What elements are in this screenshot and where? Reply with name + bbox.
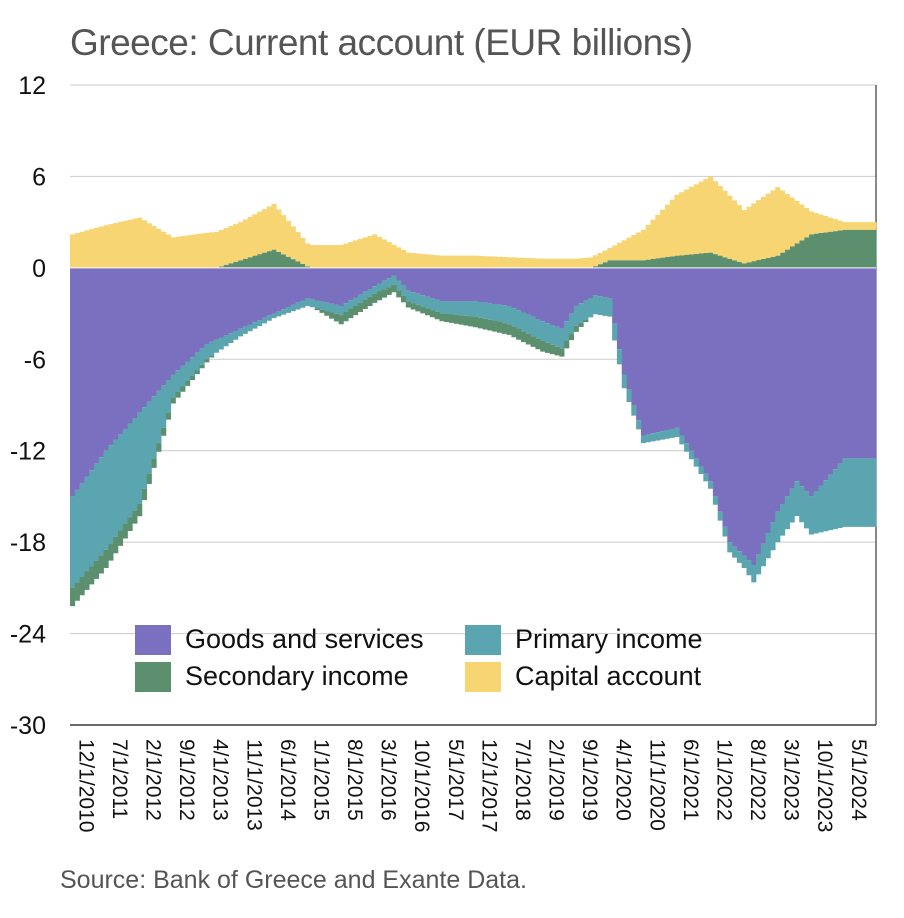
legend-item-secondary-income: Secondary income bbox=[135, 661, 465, 692]
x-tick-label: 3/1/2023 bbox=[780, 739, 803, 821]
x-tick-label: 10/1/2023 bbox=[813, 739, 836, 832]
legend-swatch-goods-services bbox=[135, 624, 171, 655]
y-tick-label: 12 bbox=[18, 72, 46, 100]
area-goods-services bbox=[70, 267, 877, 565]
y-tick-label: -30 bbox=[10, 712, 46, 740]
legend-label-secondary-income: Secondary income bbox=[185, 661, 409, 691]
area-capital-account bbox=[70, 176, 877, 268]
x-axis: 12/1/2010 7/1/2011 2/1/2012 9/1/2012 4/1/201… bbox=[74, 739, 869, 832]
x-tick-label: 6/1/2021 bbox=[679, 739, 702, 821]
stacked-areas bbox=[70, 176, 877, 607]
y-tick-label: -12 bbox=[10, 438, 46, 466]
series-capital-account bbox=[70, 176, 877, 268]
legend-label-capital-account: Capital account bbox=[515, 661, 702, 691]
source-note: Source: Bank of Greece and Exante Data. bbox=[60, 866, 527, 894]
x-tick-label: 1/1/2015 bbox=[310, 739, 333, 821]
chart-title: Greece: Current account (EUR billions) bbox=[70, 22, 693, 63]
series-goods-services bbox=[70, 267, 877, 565]
legend-swatch-primary-income bbox=[465, 624, 501, 655]
x-tick-label: 7/1/2011 bbox=[108, 739, 131, 819]
x-tick-label: 3/1/2016 bbox=[377, 739, 400, 821]
legend-swatch-capital-account bbox=[465, 661, 501, 692]
x-tick-label: 4/1/2020 bbox=[612, 739, 635, 821]
x-tick-label: 12/1/2017 bbox=[477, 739, 500, 832]
x-tick-label: 2/1/2012 bbox=[142, 739, 165, 821]
y-axis: 12 6 0 -6 -12 -18 -24 -30 bbox=[10, 72, 46, 740]
legend-item-goods-services: Goods and services bbox=[135, 624, 465, 655]
x-tick-label: 12/1/2010 bbox=[74, 739, 97, 832]
x-tick-label: 1/1/2022 bbox=[713, 739, 736, 821]
x-tick-label: 4/1/2013 bbox=[209, 739, 232, 821]
x-tick-label: 9/1/2012 bbox=[175, 739, 198, 821]
y-tick-label: 6 bbox=[32, 163, 46, 191]
y-tick-label: 0 bbox=[32, 255, 46, 283]
x-tick-label: 7/1/2018 bbox=[511, 739, 534, 821]
legend-item-primary-income: Primary income bbox=[465, 624, 715, 655]
x-tick-label: 9/1/2019 bbox=[578, 739, 601, 821]
legend-label-goods-services: Goods and services bbox=[185, 624, 424, 654]
x-tick-label: 5/1/2024 bbox=[847, 739, 870, 821]
legend-item-capital-account: Capital account bbox=[465, 661, 715, 692]
x-tick-label: 5/1/2017 bbox=[444, 739, 467, 821]
x-tick-label: 2/1/2019 bbox=[545, 739, 568, 821]
legend-swatch-secondary-income bbox=[135, 661, 171, 692]
x-tick-label: 8/1/2022 bbox=[746, 739, 769, 821]
x-tick-label: 11/1/2020 bbox=[645, 739, 668, 831]
y-tick-label: -24 bbox=[10, 621, 46, 649]
y-tick-label: -18 bbox=[10, 529, 46, 557]
y-tick-label: -6 bbox=[24, 346, 46, 374]
x-tick-label: 11/1/2013 bbox=[242, 739, 265, 831]
x-tick-label: 10/1/2016 bbox=[410, 739, 433, 832]
x-tick-label: 6/1/2014 bbox=[276, 739, 299, 821]
legend: Goods and services Primary income Second… bbox=[135, 624, 715, 692]
x-tick-label: 8/1/2015 bbox=[343, 739, 366, 821]
legend-label-primary-income: Primary income bbox=[515, 624, 703, 654]
